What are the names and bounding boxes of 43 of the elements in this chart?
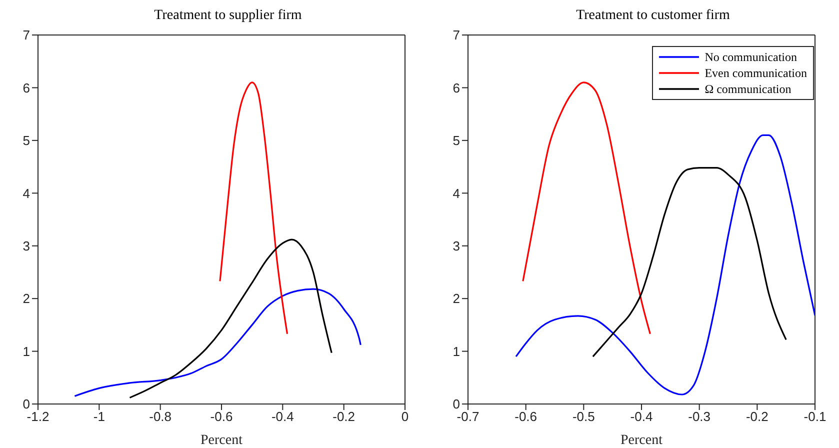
x-tick-label: -0.4 (271, 409, 294, 424)
line-series (522, 82, 651, 335)
y-tick-label: 0 (452, 396, 460, 412)
y-tick-label: 0 (22, 396, 30, 412)
y-tick-label: 6 (452, 80, 460, 96)
line-series (128, 238, 332, 398)
y-tick-label: 7 (22, 28, 30, 43)
y-tick-label: 2 (452, 291, 460, 306)
x-tick-label: -0.8 (149, 409, 172, 424)
y-tick-label: 5 (22, 133, 30, 148)
legend-label: Ω communication (704, 81, 792, 97)
line-series (219, 82, 288, 335)
x-tick-label: -1 (93, 409, 105, 424)
x-axis-title: Percent (200, 433, 243, 448)
line-series (515, 134, 815, 396)
line-series (74, 288, 362, 397)
legend-label: Even communication (704, 65, 807, 81)
x-tick-label: -0.7 (456, 409, 480, 424)
chart-title: Treatment to customer firm (575, 8, 731, 25)
x-tick-label: -1.2 (26, 409, 50, 424)
x-tick-label: 0 (401, 409, 409, 424)
y-tick-label: 4 (452, 186, 460, 201)
x-tick-label: -0.2 (746, 409, 768, 424)
y-tick-label: 5 (452, 133, 460, 148)
x-tick-label: -0.1 (804, 409, 826, 424)
y-tick-label: 2 (22, 291, 30, 306)
x-tick-label: -0.3 (688, 409, 711, 424)
y-tick-label: 7 (452, 28, 460, 43)
y-tick-label: 6 (22, 80, 30, 96)
x-axis-title: Percent (620, 433, 663, 448)
x-tick-label: -0.5 (572, 409, 595, 424)
x-tick-label: -0.4 (630, 409, 653, 424)
x-tick-label: -0.2 (332, 409, 356, 424)
x-tick-label: -0.6 (514, 409, 538, 424)
legend-label: No communication (704, 49, 798, 65)
x-tick-label: -0.6 (210, 409, 233, 424)
y-tick-label: 3 (452, 238, 460, 254)
y-tick-label: 4 (22, 186, 30, 201)
chart-title: Treatment to supplier firm (153, 8, 303, 25)
y-tick-label: 1 (452, 344, 460, 359)
y-tick-label: 1 (22, 344, 30, 359)
line-series (592, 167, 787, 358)
y-tick-label: 3 (22, 238, 30, 254)
